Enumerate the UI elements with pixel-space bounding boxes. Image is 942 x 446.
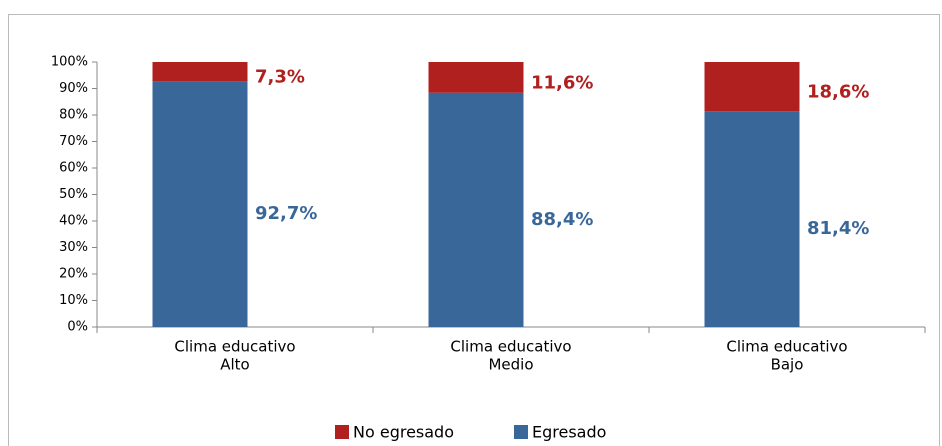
x-tick-label: Alto xyxy=(220,356,250,374)
bar-segment xyxy=(428,92,524,328)
bar-segment xyxy=(428,62,524,93)
y-tick-label: 50% xyxy=(59,187,88,202)
y-tick-label: 90% xyxy=(59,81,88,96)
x-tick-label: Clima educativo xyxy=(726,338,847,356)
x-tick-label: Clima educativo xyxy=(450,338,571,356)
legend-swatch xyxy=(335,425,349,439)
y-tick-label: 0% xyxy=(67,320,88,335)
value-label: 11,6% xyxy=(531,72,593,93)
value-label: 92,7% xyxy=(255,203,317,224)
x-tick-label: Clima educativo xyxy=(174,338,295,356)
y-tick-label: 30% xyxy=(59,240,88,255)
y-tick-label: 100% xyxy=(51,55,88,70)
y-tick-label: 80% xyxy=(59,108,88,123)
y-tick-label: 10% xyxy=(59,293,88,308)
value-label: 81,4% xyxy=(807,218,869,239)
y-tick-label: 40% xyxy=(59,214,88,229)
y-tick-label: 20% xyxy=(59,267,88,282)
value-label: 88,4% xyxy=(531,209,593,230)
legend-label: No egresado xyxy=(353,423,454,442)
bar-segment xyxy=(704,111,800,327)
bar-segment xyxy=(704,62,800,112)
x-tick-label: Bajo xyxy=(771,356,804,374)
y-tick-label: 70% xyxy=(59,134,88,149)
value-label: 7,3% xyxy=(255,67,305,88)
y-tick-label: 60% xyxy=(59,161,88,176)
legend-swatch xyxy=(514,425,528,439)
x-tick-label: Medio xyxy=(488,356,533,374)
bar-segment xyxy=(152,62,248,82)
value-label: 18,6% xyxy=(807,82,869,103)
bar-segment xyxy=(152,81,248,327)
legend-label: Egresado xyxy=(532,423,606,442)
chart-frame xyxy=(8,14,940,446)
